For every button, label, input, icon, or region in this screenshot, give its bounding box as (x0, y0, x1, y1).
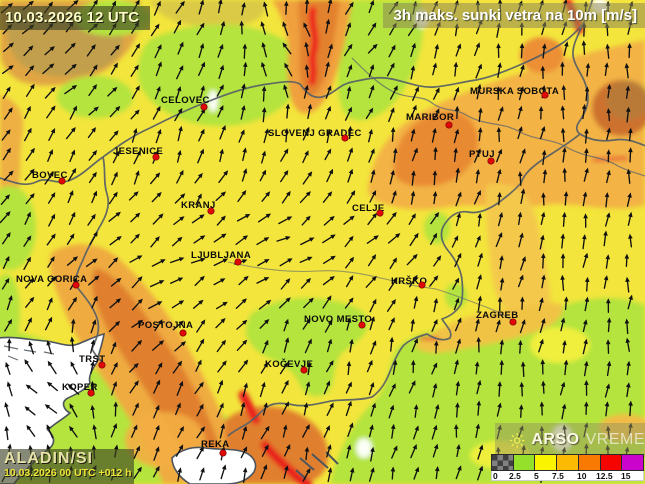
city-dot (300, 366, 308, 374)
legend-box (577, 454, 600, 471)
legend-value: 5 (534, 471, 539, 481)
legend-value: 0 (493, 471, 498, 481)
legend-box (491, 454, 513, 471)
legend-box (621, 454, 645, 471)
city-dot (152, 153, 160, 161)
legend-box (556, 454, 578, 471)
legend-value: 2.5 (509, 471, 521, 481)
lagoon-marks (3, 345, 55, 361)
brand-agency: ARSO (531, 431, 580, 448)
legend-box (512, 454, 535, 471)
city-dot (87, 389, 95, 397)
city-label: MARIBOR (406, 112, 454, 123)
city-dot (72, 281, 80, 289)
city-dot (207, 207, 215, 215)
legend-value: 7.5 (552, 471, 564, 481)
city-label: NOVO MESTO (304, 314, 372, 325)
city-dot (98, 361, 106, 369)
valid-datetime-label: 10.03.2026 12 UTC (0, 6, 150, 30)
city-label: KRŠKO (391, 275, 427, 287)
brand-product: VREME (585, 431, 645, 448)
city-dot (58, 177, 66, 185)
city-label: BOVEC (32, 170, 68, 181)
legend-value: 15 (621, 471, 631, 481)
country-borders (0, 0, 645, 437)
model-run-label: 10.03.2026 00 UTC +012 h (4, 467, 132, 479)
city-dot (358, 321, 366, 329)
city-label: JESENICE (113, 146, 163, 157)
model-name: ALADIN/SI (4, 450, 93, 467)
city-dot (509, 318, 517, 326)
city-label: LJUBLJANA (191, 250, 251, 261)
city-label: KOČEVJE (265, 358, 313, 370)
city-label: KRANJ (181, 200, 216, 211)
city-dot (200, 103, 208, 111)
city-dot (487, 157, 495, 165)
city-markers: CELOVEC SLOVENJ GRADEC MURSKA SOBOTA MARIBO… (16, 86, 559, 457)
city-dot (445, 121, 453, 129)
city-dot (234, 258, 242, 266)
city-dot (418, 281, 426, 289)
legend-value: 12.5 (596, 471, 613, 481)
legend-box (599, 454, 622, 471)
city-label: SLOVENJ GRADEC (268, 128, 362, 139)
city-label: PTUJ (469, 149, 495, 160)
city-dot (341, 134, 349, 142)
city-label: POSTOJNA (138, 320, 193, 331)
wind-speed-legend: 0 2.5 5 7.5 10 12.5 15 (491, 454, 645, 481)
city-label: TRST (79, 354, 105, 365)
city-dot (219, 449, 227, 457)
city-label: KOPER (62, 382, 98, 393)
city-label: NOVA GORICA (16, 274, 87, 285)
city-label: MURSKA SOBOTA (470, 86, 559, 97)
city-label: CELJE (352, 203, 385, 214)
city-dot (541, 91, 549, 99)
city-label: REKA (201, 439, 230, 450)
city-dot (376, 209, 384, 217)
legend-color-boxes (491, 454, 645, 471)
city-label: ZAGREB (476, 310, 519, 321)
city-dot (179, 329, 187, 337)
map-title: 3h maks. sunki vetra na 10m [m/s] (382, 3, 645, 28)
rivers (227, 57, 645, 322)
city-label: CELOVEC (161, 95, 210, 106)
model-info-box: ALADIN/SI 10.03.2026 00 UTC +012 h (0, 449, 134, 484)
legend-scale-values: 0 2.5 5 7.5 10 12.5 15 (491, 471, 644, 481)
arso-vreme-logo: ARSO VREME (495, 423, 645, 457)
sun-icon (509, 432, 525, 448)
legend-box (534, 454, 557, 471)
legend-value: 10 (577, 471, 587, 481)
